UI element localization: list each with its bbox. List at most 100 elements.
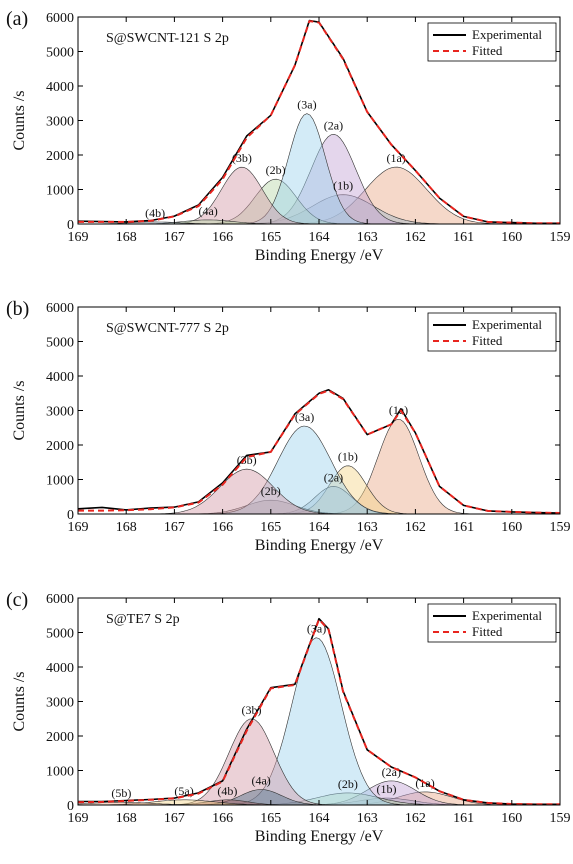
- x-tick-label: 162: [405, 230, 426, 245]
- y-tick-label: 6000: [46, 11, 74, 26]
- component-label: (1b): [338, 450, 358, 464]
- x-tick-label: 163: [357, 520, 378, 535]
- y-tick-label: 0: [67, 218, 74, 233]
- component-peak-4a: [78, 219, 560, 224]
- x-tick-label: 167: [164, 811, 185, 826]
- x-tick-label: 164: [309, 230, 330, 245]
- component-peak-4b: [78, 799, 560, 805]
- legend-label: Experimental: [472, 317, 542, 332]
- component-label: (4b): [145, 206, 165, 220]
- component-peak-2b: [78, 499, 560, 514]
- y-tick-label: 3000: [46, 405, 74, 420]
- legend-box: [427, 603, 557, 643]
- x-tick-label: 166: [212, 520, 233, 535]
- legend-box: [427, 22, 557, 62]
- y-tick-label: 4000: [46, 80, 74, 95]
- panel-label: (b): [6, 298, 29, 320]
- x-tick-label: 164: [309, 811, 330, 826]
- y-tick-label: 6000: [46, 301, 74, 316]
- chart-title: S@SWCNT-777 S 2p: [106, 321, 229, 336]
- y-axis-label: Counts /s: [11, 90, 28, 150]
- x-tick-label: 168: [116, 520, 137, 535]
- component-peak-3a: [78, 425, 560, 514]
- component-peak-2b: [78, 178, 560, 224]
- y-tick-label: 5000: [46, 627, 74, 642]
- x-tick-label: 160: [501, 230, 522, 245]
- panel-a: (1a)(1b)(2a)(2b)(3a)(3b)(4a)(4b)169 168 16…: [6, 8, 571, 264]
- x-tick-label: 167: [164, 230, 185, 245]
- y-tick-label: 2000: [46, 439, 74, 454]
- component-peak-3a: [78, 113, 560, 224]
- y-axis-label: Counts /s: [11, 671, 28, 731]
- x-tick-label: 169: [68, 520, 89, 535]
- legend-label: Experimental: [472, 27, 542, 42]
- x-tick-label: 161: [453, 520, 474, 535]
- x-tick-label: 159: [550, 811, 571, 826]
- component-label: (2b): [338, 777, 358, 791]
- component-label: (4a): [198, 204, 217, 218]
- panel-b: (1a)(1b)(2a)(2b)(3a)(3b)169 168 167 166 165 1…: [6, 298, 571, 554]
- component-label: (1b): [376, 782, 396, 796]
- legend-label: Experimental: [472, 608, 542, 623]
- panel-label: (c): [6, 589, 28, 611]
- component-peak-3a: [78, 637, 560, 805]
- component-peak-2b: [78, 792, 560, 805]
- x-tick-label: 169: [68, 230, 89, 245]
- component-peak-3b: [78, 718, 560, 805]
- y-tick-label: 1000: [46, 184, 74, 199]
- chart-title: S@SWCNT-121 S 2p: [106, 31, 229, 46]
- component-label: (2b): [261, 484, 281, 498]
- fit-components: [78, 418, 560, 514]
- x-tick-label: 167: [164, 520, 185, 535]
- component-peak-1b: [78, 465, 560, 514]
- panel-c: (1a)(1b)(2a)(2b)(3a)(3b)(4a)(4b)(5a)(5b)…: [6, 589, 571, 845]
- x-tick-label: 160: [501, 811, 522, 826]
- legend-label: Fitted: [472, 624, 503, 639]
- y-axis-label: Counts /s: [11, 380, 28, 440]
- x-tick-label: 163: [357, 230, 378, 245]
- y-tick-label: 4000: [46, 370, 74, 385]
- x-tick-label: 162: [405, 811, 426, 826]
- fitted-line: [78, 389, 561, 514]
- x-tick-label: 166: [212, 811, 233, 826]
- component-peak-2a: [78, 133, 560, 224]
- panel-label: (a): [6, 8, 28, 30]
- y-tick-label: 6000: [46, 592, 74, 607]
- y-tick-label: 0: [67, 799, 74, 814]
- component-label: (3a): [297, 98, 316, 112]
- y-tick-label: 3000: [46, 115, 74, 130]
- x-tick-label: 159: [550, 230, 571, 245]
- y-tick-label: 5000: [46, 46, 74, 61]
- x-axis-label: Binding Energy /eV: [255, 828, 384, 845]
- component-label: (4b): [217, 784, 237, 798]
- fit-components: [78, 113, 560, 224]
- y-tick-label: 2000: [46, 730, 74, 745]
- x-tick-label: 165: [260, 811, 281, 826]
- legend-box: [427, 312, 557, 352]
- y-tick-label: 0: [67, 508, 74, 523]
- component-label: (2a): [324, 470, 343, 484]
- component-peak-1a: [78, 166, 560, 224]
- x-tick-label: 169: [68, 811, 89, 826]
- component-peak-5a: [78, 799, 560, 805]
- y-tick-label: 1000: [46, 765, 74, 780]
- x-tick-label: 164: [309, 520, 330, 535]
- component-label: (3a): [295, 410, 314, 424]
- component-label: (4a): [251, 773, 270, 787]
- chart-title: S@TE7 S 2p: [106, 612, 180, 627]
- x-tick-label: 168: [116, 230, 137, 245]
- y-tick-label: 1000: [46, 474, 74, 489]
- component-label: (3b): [232, 151, 252, 165]
- component-label: (5b): [111, 786, 131, 800]
- component-peak-1b: [78, 194, 560, 224]
- fit-components: [78, 637, 560, 805]
- x-tick-label: 166: [212, 230, 233, 245]
- y-tick-label: 3000: [46, 696, 74, 711]
- x-tick-label: 168: [116, 811, 137, 826]
- x-tick-label: 159: [550, 520, 571, 535]
- component-label: (3a): [307, 622, 326, 636]
